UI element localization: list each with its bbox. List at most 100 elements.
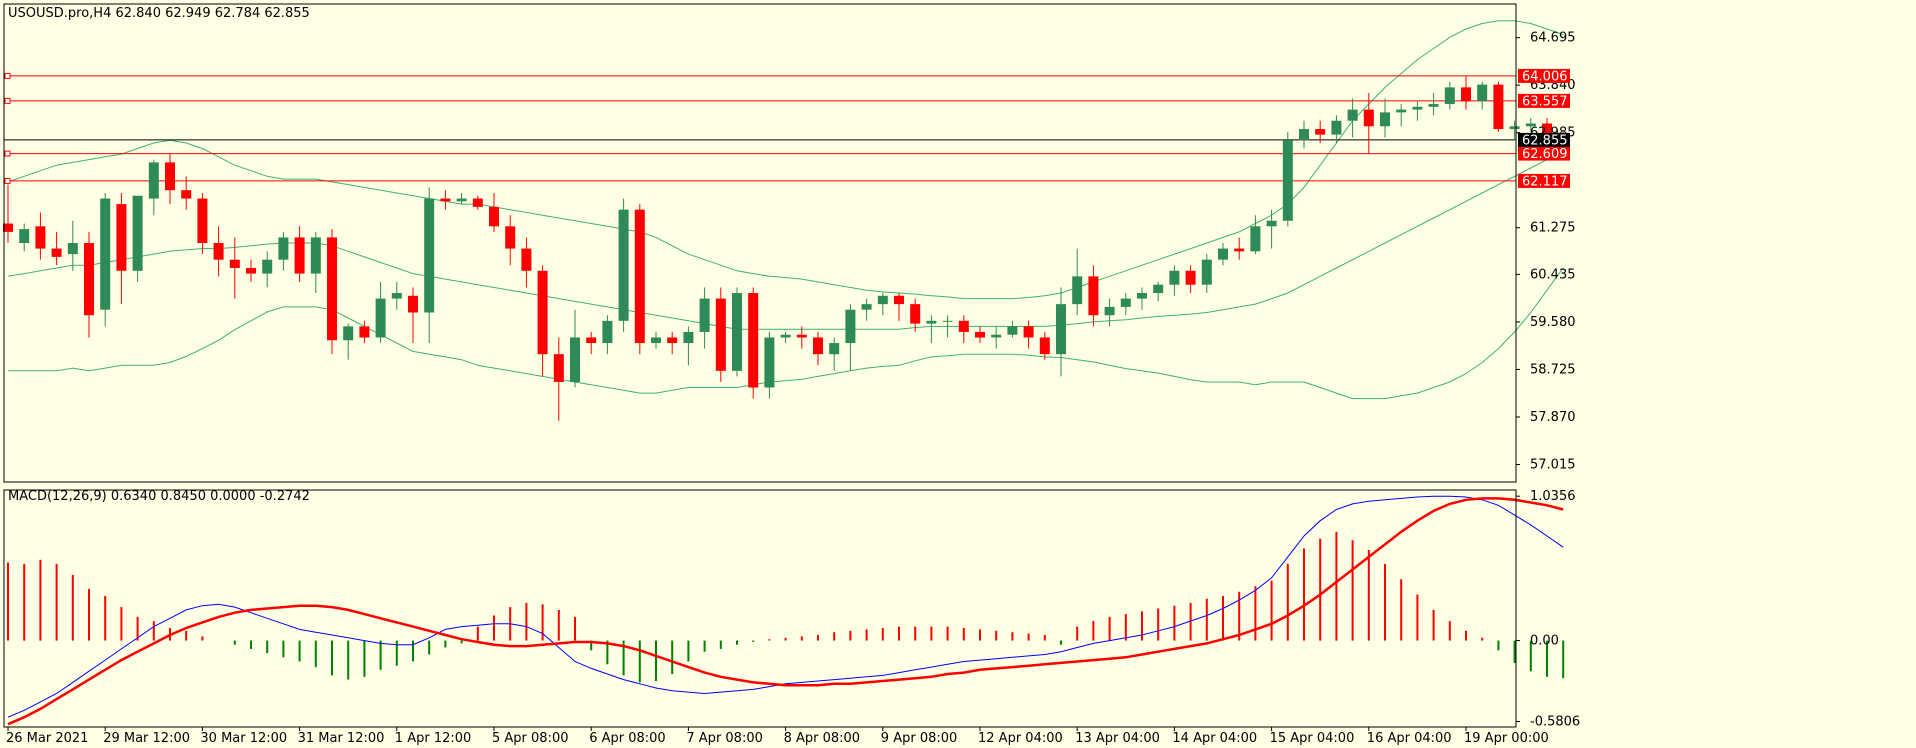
candle-body[interactable] [958,320,969,332]
candle-body[interactable] [213,243,224,260]
candle-body[interactable] [1282,140,1293,221]
candle-body[interactable] [116,204,127,271]
candle-body[interactable] [1412,106,1423,110]
candle-body[interactable] [1169,270,1180,285]
candle-body[interactable] [440,198,451,202]
candle-body[interactable] [246,268,256,274]
candle-body[interactable] [586,337,597,344]
candle-body[interactable] [489,206,499,227]
candle-body[interactable] [1137,293,1147,299]
macd-pane[interactable] [7,495,1565,726]
candle-body[interactable] [1088,276,1099,316]
candle-body[interactable] [1056,304,1066,355]
candle-body[interactable] [634,209,645,344]
candle-body[interactable] [1266,220,1277,227]
level-handle[interactable] [4,177,11,184]
candle-body[interactable] [343,326,354,341]
candle-body[interactable] [748,293,759,388]
candle-body[interactable] [505,226,516,249]
candle-body[interactable] [424,198,435,313]
candle-body[interactable] [456,198,467,202]
candle-body[interactable] [553,354,564,382]
candle-body[interactable] [1023,326,1034,338]
candle-body[interactable] [3,223,13,232]
candle-body[interactable] [1185,270,1196,285]
candle-body[interactable] [310,237,321,274]
candle-body[interactable] [780,334,791,338]
candle-body[interactable] [1525,123,1536,127]
candle-body[interactable] [975,331,985,338]
candle-body[interactable] [861,304,872,310]
candle-body[interactable] [1315,129,1326,135]
candle-body[interactable] [132,195,143,271]
candle-body[interactable] [1072,276,1083,305]
candle-body[interactable] [229,259,240,269]
candle-body[interactable] [1461,87,1471,102]
candle-body[interactable] [197,198,208,243]
candle-body[interactable] [294,237,305,274]
candle-body[interactable] [278,237,289,260]
candle-body[interactable] [699,298,710,332]
candle-body[interactable] [1477,84,1488,102]
candle-body[interactable] [1153,284,1164,294]
candle-body[interactable] [1120,298,1131,307]
candle-body[interactable] [1444,87,1455,105]
candle-body[interactable] [1331,120,1342,135]
candle-body[interactable] [375,298,386,338]
candle-body[interactable] [910,304,921,324]
candle-body[interactable] [618,209,629,321]
candle-body[interactable] [991,334,1002,338]
candle-body[interactable] [472,198,483,207]
candle-body[interactable] [796,334,807,338]
level-handle[interactable] [4,72,11,79]
candle-body[interactable] [1380,112,1390,127]
candle-body[interactable] [327,237,337,341]
candle-body[interactable] [408,295,418,313]
level-handle[interactable] [4,150,11,157]
candle-body[interactable] [35,226,46,249]
candle-body[interactable] [148,162,159,199]
candle-body[interactable] [1363,109,1374,127]
candle-body[interactable] [845,309,856,344]
candle-body[interactable] [651,337,661,344]
candle-body[interactable] [19,229,30,243]
candle-body[interactable] [521,248,532,271]
candle-body[interactable] [67,243,78,255]
candle-body[interactable] [1201,259,1212,285]
candle-body[interactable] [926,320,937,324]
candle-body[interactable] [683,331,694,344]
candle-body[interactable] [1493,84,1504,130]
candle-body[interactable] [764,337,775,388]
candle-body[interactable] [732,293,742,371]
candle-body[interactable] [1104,306,1115,316]
candle-body[interactable] [391,293,402,299]
candle-body[interactable] [1428,104,1439,107]
candle-body[interactable] [1347,109,1358,121]
candle-body[interactable] [1234,248,1245,252]
candle-body[interactable] [829,343,840,355]
candle-body[interactable] [813,337,823,355]
candle-body[interactable] [1007,326,1018,335]
candle-body[interactable] [359,326,370,338]
candle-body[interactable] [262,259,273,274]
candle-body[interactable] [1509,126,1520,130]
level-handle[interactable] [4,97,11,104]
candle-body[interactable] [165,162,175,191]
candle-body[interactable] [715,298,726,371]
price-pane[interactable] [3,20,1569,421]
candle-body[interactable] [100,198,111,310]
candle-body[interactable] [942,320,953,322]
candle-body[interactable] [1218,248,1228,260]
candle-body[interactable] [537,270,548,355]
candle-body[interactable] [570,337,580,382]
candle-body[interactable] [894,295,904,305]
candle-body[interactable] [84,243,94,316]
candle-body[interactable] [1250,226,1261,252]
candle-body[interactable] [602,320,613,344]
candle-body[interactable] [1299,129,1309,141]
candle-body[interactable] [1396,109,1407,113]
candle-body[interactable] [667,337,678,344]
candle-body[interactable] [1542,123,1552,135]
candle-body[interactable] [181,190,192,199]
candle-body[interactable] [1039,337,1050,355]
